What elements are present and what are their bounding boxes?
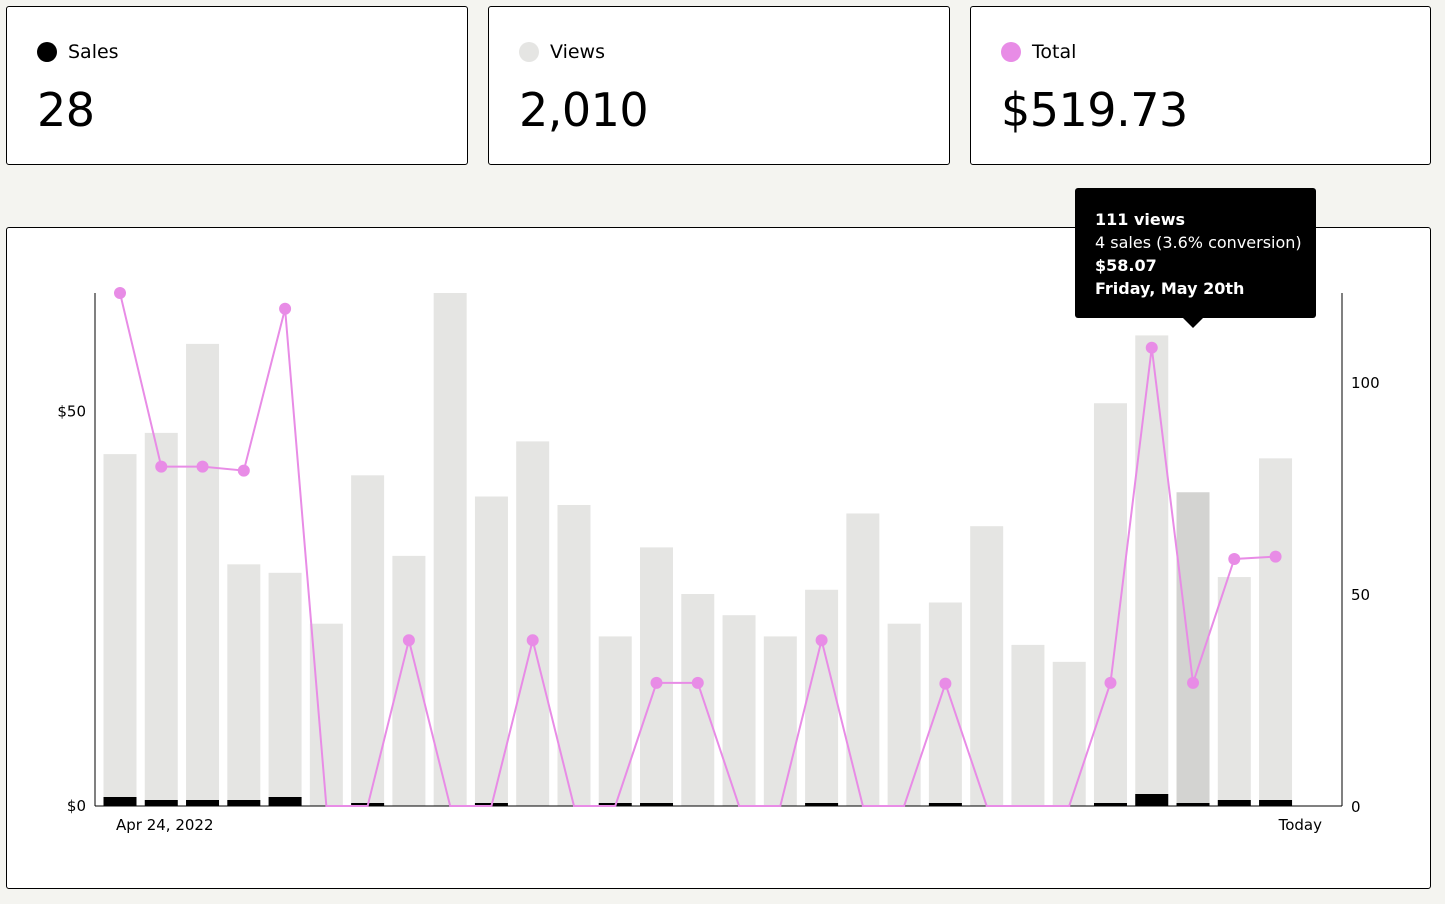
total-value: $519.73 [1001,83,1188,137]
right-tick-label: 50 [1351,586,1370,604]
axis-labels: $0 $50 0 50 100 Apr 24, 2022 Today [57,374,1379,834]
total-point[interactable] [114,287,126,299]
sales-bar [1217,800,1251,806]
tooltip-views: 111 views [1095,210,1186,229]
views-bar[interactable] [557,504,591,806]
views-bar[interactable] [722,615,756,806]
total-point[interactable] [1104,676,1117,689]
sales-bar [227,800,261,806]
sales-label: Sales [68,41,119,63]
chart-tooltip: 111 views 4 sales (3.6% conversion) $58.… [1075,188,1316,328]
views-bar[interactable] [433,293,467,806]
views-card: Views 2,010 [488,6,950,165]
sales-dot-icon [37,42,57,62]
views-bar[interactable] [805,589,839,806]
tooltip-amount: $58.07 [1095,256,1157,275]
x-end-label: Today [1278,816,1323,834]
total-point[interactable] [1269,550,1282,563]
total-point[interactable] [815,634,828,647]
views-bar[interactable] [928,602,962,806]
x-start-label: Apr 24, 2022 [116,816,214,834]
sales-bar [103,797,137,806]
sales-legend: Sales [37,41,119,63]
views-bars [103,293,1293,806]
views-bar[interactable] [268,572,302,806]
views-bar[interactable] [1011,644,1045,806]
total-point[interactable] [650,676,663,689]
total-point[interactable] [526,634,539,647]
total-point[interactable] [691,676,704,689]
views-bar[interactable] [763,636,797,806]
tooltip-arrow [1183,318,1203,328]
views-bar[interactable] [144,432,178,806]
total-label: Total [1032,41,1077,63]
views-bar[interactable] [309,623,343,806]
total-dot-icon [1001,42,1021,62]
sales-bar [144,800,178,806]
sales-bar [1093,803,1127,806]
total-point[interactable] [237,464,250,477]
sales-bar [268,797,302,806]
views-bar[interactable] [392,555,426,806]
total-point[interactable] [1145,341,1158,354]
views-bar[interactable] [186,343,220,806]
sales-bar [1176,803,1210,806]
total-line [114,287,1282,807]
sales-bar [928,803,962,806]
tooltip-date: Friday, May 20th [1095,279,1245,298]
views-bar[interactable] [681,594,715,806]
sales-card: Sales 28 [6,6,468,165]
total-point[interactable] [155,460,168,473]
tooltip-sales: 4 sales (3.6% conversion) [1095,233,1302,252]
views-bar[interactable] [846,513,880,806]
total-legend: Total [1001,41,1076,63]
views-bar[interactable] [1093,403,1127,806]
chart-axes [94,293,1343,807]
sales-bar [805,803,839,806]
views-bar[interactable] [598,636,632,806]
views-bar[interactable] [970,526,1004,806]
views-value: 2,010 [519,83,649,137]
views-bar[interactable] [227,564,261,806]
views-bar[interactable] [1259,458,1293,806]
views-dot-icon [519,42,539,62]
total-point[interactable] [402,634,415,647]
total-point[interactable] [196,460,209,473]
total-point[interactable] [279,302,292,315]
sales-bar [1135,794,1169,806]
views-bar[interactable] [474,496,508,806]
left-tick-label: $50 [57,402,86,420]
views-bar[interactable] [887,623,921,806]
views-bar[interactable] [103,454,137,806]
views-legend: Views [519,41,605,63]
views-bar[interactable] [1052,661,1086,806]
total-point[interactable] [1228,552,1241,565]
views-bar[interactable] [351,475,385,806]
right-tick-label: 100 [1351,374,1380,392]
total-point[interactable] [939,677,952,690]
views-bar[interactable] [1135,335,1169,806]
right-tick-label: 0 [1351,798,1361,816]
total-point[interactable] [1187,676,1200,689]
sales-bar [1259,800,1293,806]
sales-bar [186,800,220,806]
left-tick-label: $0 [67,797,86,815]
views-bar[interactable] [516,441,550,806]
sales-value: 28 [37,83,95,137]
views-bar[interactable] [1217,577,1251,806]
views-bar[interactable] [640,547,674,806]
total-card: Total $519.73 [970,6,1431,165]
sales-bar [640,803,674,806]
views-label: Views [550,41,605,63]
